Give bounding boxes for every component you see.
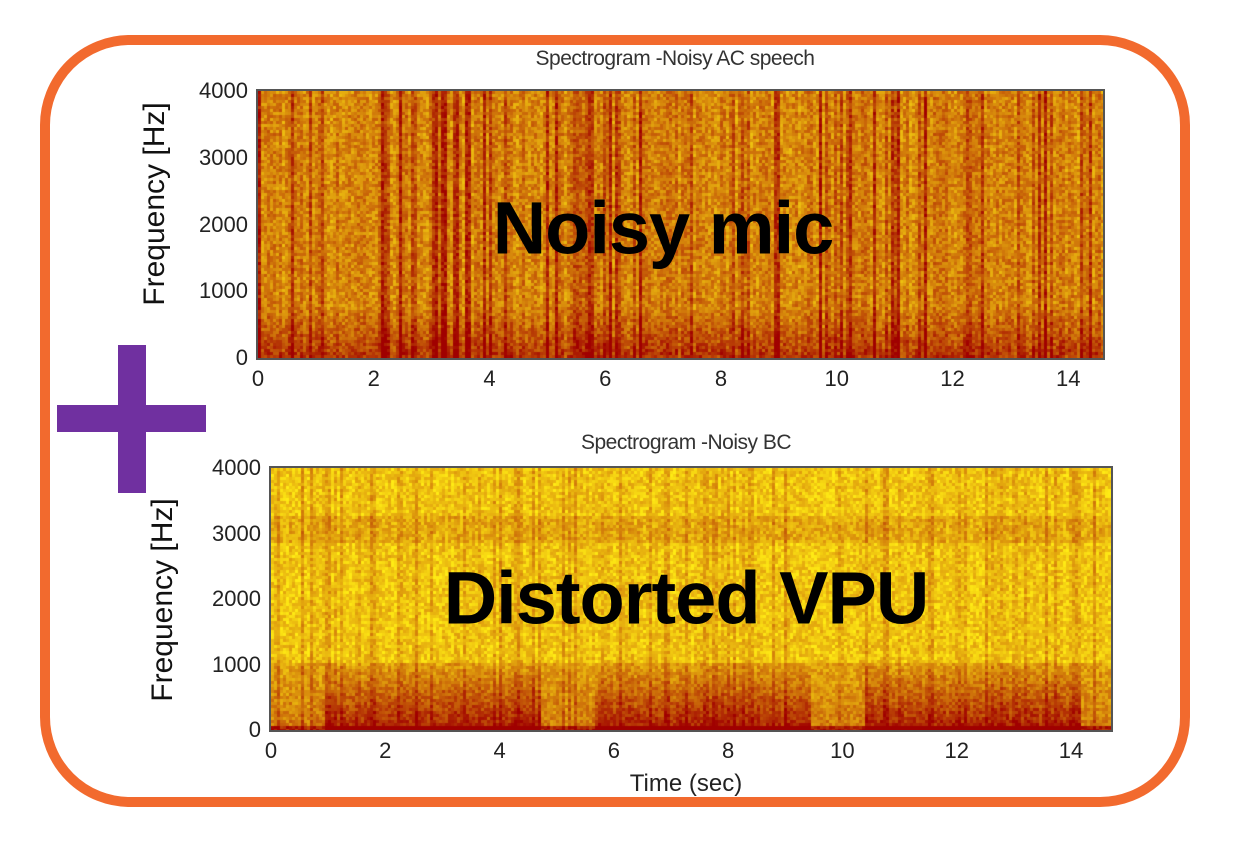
x-axis-label: Time (sec) [629,770,743,797]
x-tick-label: 2 [379,738,392,763]
x-tick-label: 6 [607,738,620,763]
spectrogram-heatmap [256,89,1105,360]
y-tick-label: 4000 [199,78,248,103]
x-tick-label: 14 [1056,366,1081,391]
plus-icon-horizontal-bar [57,405,206,432]
y-tick-label: 4000 [212,455,261,480]
x-tick-label: 14 [1058,738,1084,763]
x-tick-label: 10 [830,738,855,763]
x-tick-label: 0 [264,738,278,763]
y-tick-label: 1000 [212,651,261,677]
y-tick-label: 3000 [212,520,261,546]
x-tick-label: 0 [251,366,265,391]
x-tick-label: 2 [367,366,380,391]
y-tick-label: 1000 [199,278,248,304]
chart-title: Spectrogram -Noisy AC speech [535,47,815,70]
spectrogram-heatmap [269,466,1113,732]
y-tick-label: 3000 [199,144,248,170]
x-tick-label: 8 [714,366,728,391]
y-tick-label: 0 [248,717,261,742]
x-tick-label: 12 [944,738,969,763]
annotation-label: Noisy mic [492,186,835,270]
x-tick-label: 4 [493,738,506,763]
y-axis-label: Frequency [Hz] [146,498,179,702]
x-tick-label: 4 [483,366,496,391]
y-tick-label: 2000 [212,586,261,611]
x-tick-label: 12 [940,366,965,391]
y-tick-label: 0 [235,345,248,370]
annotation-label: Distorted VPU [443,556,930,640]
y-tick-label: 2000 [199,211,248,237]
x-tick-label: 6 [599,366,612,391]
x-tick-label: 10 [824,366,850,391]
y-axis-label: Frequency [Hz] [138,102,171,306]
x-tick-label: 8 [722,738,735,763]
orange-rounded-frame [40,35,1190,807]
chart-title: Spectrogram -Noisy BC [580,431,792,454]
